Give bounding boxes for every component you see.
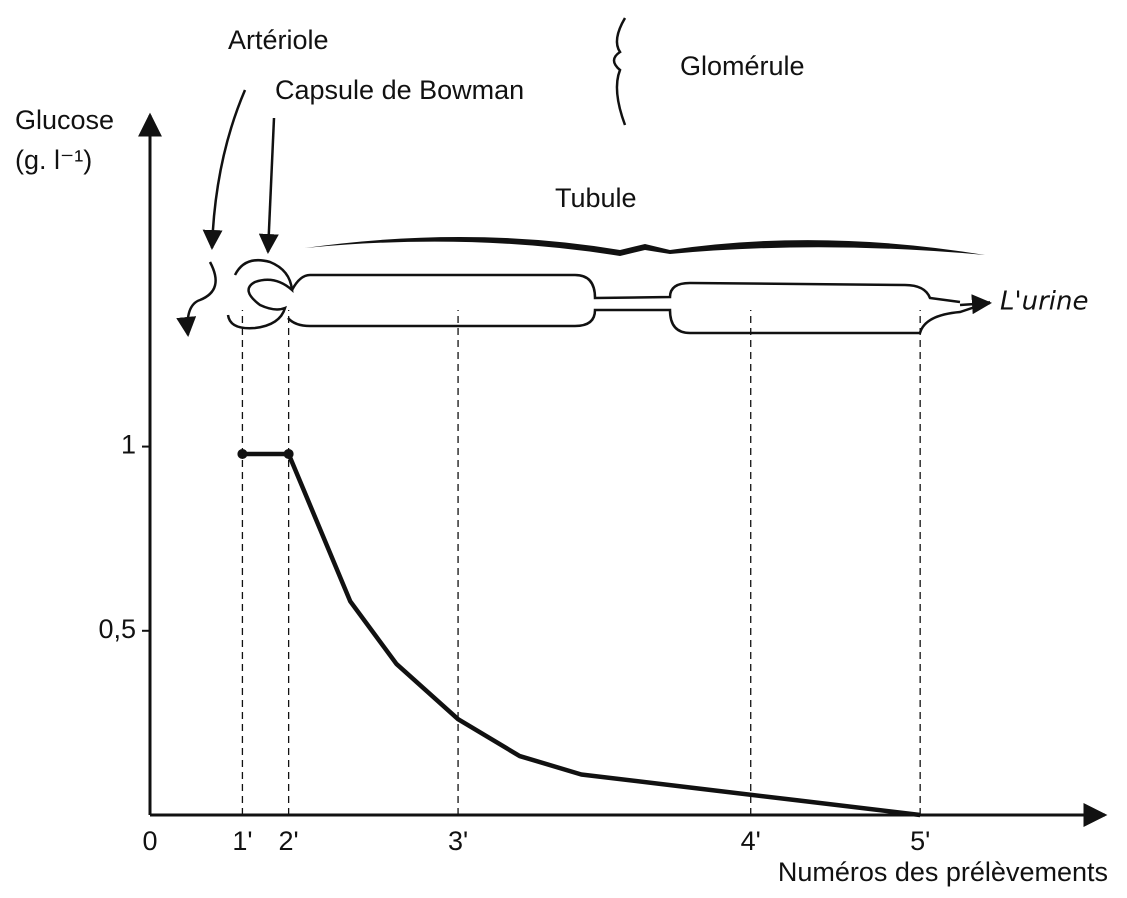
arrow: [268, 118, 274, 252]
annotation: Glomérule: [680, 51, 805, 81]
nephron-diagram: [188, 18, 991, 335]
annotation: Capsule de Bowman: [275, 75, 524, 105]
x-tick-label: 3': [448, 826, 468, 856]
x-tick-label: 2': [279, 826, 299, 856]
arrow: [212, 90, 245, 248]
annotation: L'urine: [1000, 287, 1089, 317]
annotation: Tubule: [555, 183, 637, 213]
brace: [305, 237, 985, 256]
y-tick-label: 0,5: [98, 614, 136, 644]
data-point: [284, 449, 294, 459]
data-point: [237, 449, 247, 459]
y-axis-label: (g. l⁻¹): [15, 145, 92, 175]
x-tick-label: 0: [142, 826, 157, 856]
annotation: Artériole: [228, 25, 329, 55]
data-line: [242, 454, 920, 815]
x-tick-label: 1': [232, 826, 252, 856]
arrow: [188, 262, 216, 335]
chart: Glucose (g. l⁻¹) Numéros des prélèvement…: [0, 0, 1127, 898]
y-axis-label: Glucose: [15, 105, 114, 135]
capsule: [228, 260, 292, 328]
x-tick-label: 5': [910, 826, 930, 856]
x-tick-label: 4': [741, 826, 761, 856]
y-tick-label: 1: [121, 430, 136, 460]
x-axis-label: Numéros des prélèvements: [778, 857, 1108, 887]
brace: [614, 18, 625, 125]
